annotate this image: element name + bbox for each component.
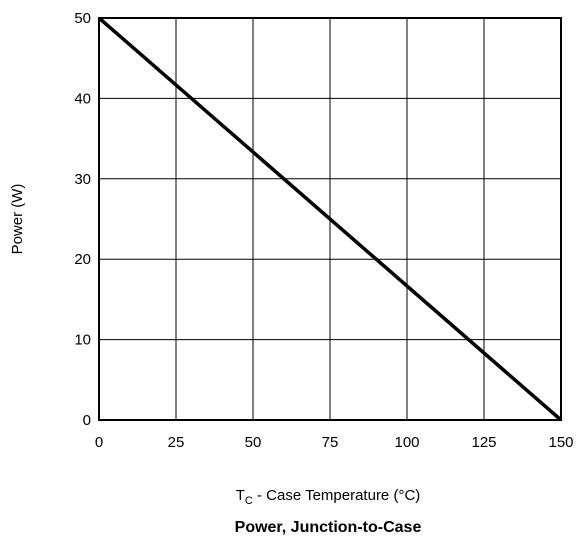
y-tick-label: 40 xyxy=(74,90,91,107)
x-tick-label: 50 xyxy=(245,434,262,451)
y-tick-label: 10 xyxy=(74,332,91,349)
x-tick-label: 150 xyxy=(548,434,573,451)
series-line xyxy=(97,16,563,422)
y-tick-label: 20 xyxy=(74,251,91,268)
plot-area-frame xyxy=(98,17,562,421)
x-tick-label: 0 xyxy=(95,434,103,451)
grid xyxy=(99,18,561,420)
x-axis-label-subscript: C xyxy=(245,495,253,507)
x-tick-label: 25 xyxy=(168,434,185,451)
series-layer xyxy=(97,16,563,422)
chart-title: Power, Junction-to-Case xyxy=(235,519,422,536)
x-tick-label: 125 xyxy=(471,434,496,451)
x-axis-label-text: - Case Temperature (°C) xyxy=(253,487,420,504)
y-tick-label: 50 xyxy=(74,10,91,27)
y-axis-ticks: 0 10 20 30 40 50 xyxy=(74,10,91,429)
x-axis-label-symbol: T xyxy=(236,487,245,504)
y-tick-label: 0 xyxy=(83,412,91,429)
x-axis-ticks: 0 25 50 75 100 125 150 xyxy=(95,434,574,451)
x-axis-label: TC - Case Temperature (°C) xyxy=(236,487,421,507)
y-tick-label: 30 xyxy=(74,171,91,188)
y-axis-label: Power (W) xyxy=(9,184,26,255)
x-tick-label: 100 xyxy=(394,434,419,451)
x-tick-label: 75 xyxy=(322,434,339,451)
